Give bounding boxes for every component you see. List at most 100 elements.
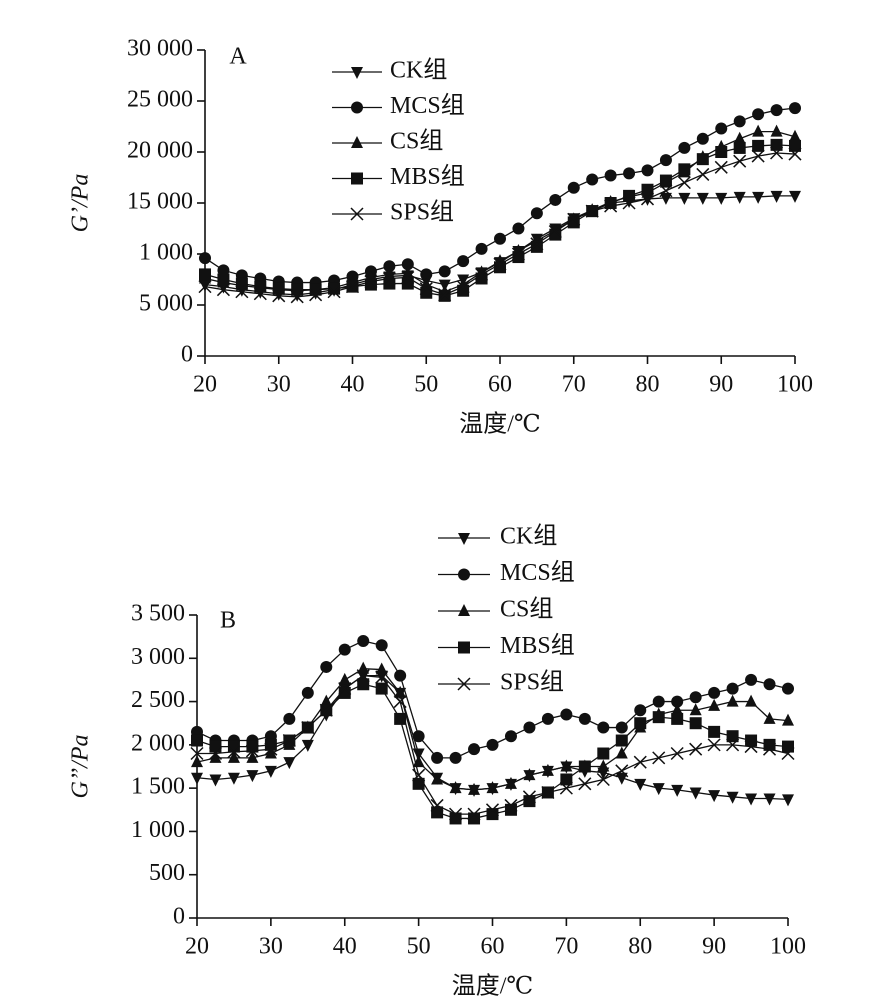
marker: [560, 708, 573, 721]
marker: [283, 712, 296, 725]
marker: [652, 751, 666, 765]
marker: [623, 167, 636, 180]
marker: [578, 712, 591, 725]
marker: [751, 149, 765, 163]
marker: [567, 212, 581, 226]
legend-marker: [350, 207, 364, 221]
marker: [715, 146, 728, 158]
marker: [493, 257, 507, 271]
marker: [789, 129, 801, 142]
marker: [375, 682, 388, 695]
y-tick-label: 30 000: [127, 36, 193, 62]
marker: [634, 704, 647, 717]
marker: [578, 777, 592, 791]
marker: [291, 283, 304, 296]
marker: [549, 228, 562, 241]
marker: [782, 713, 794, 726]
marker: [678, 192, 691, 205]
marker: [745, 694, 758, 707]
marker: [419, 282, 433, 296]
marker: [726, 791, 739, 804]
marker: [726, 730, 739, 743]
marker: [430, 798, 444, 812]
x-tick-label: 100: [770, 934, 806, 960]
marker: [726, 738, 740, 752]
marker: [560, 773, 573, 786]
marker: [659, 174, 672, 187]
marker: [715, 192, 728, 205]
marker: [615, 721, 628, 734]
marker: [745, 793, 758, 806]
marker: [671, 712, 684, 725]
marker: [394, 669, 407, 682]
marker: [652, 711, 665, 724]
axis-line: [196, 615, 788, 919]
marker: [671, 703, 684, 716]
marker: [530, 207, 543, 220]
marker: [597, 759, 610, 772]
marker: [494, 261, 506, 274]
x-tick-label: 30: [259, 934, 283, 960]
marker: [541, 763, 554, 776]
marker: [782, 794, 794, 807]
marker: [468, 782, 481, 795]
marker: [782, 682, 794, 695]
marker: [319, 703, 333, 717]
marker: [659, 184, 673, 198]
y-tick-label: 3 000: [131, 644, 185, 670]
marker: [208, 746, 222, 761]
marker: [246, 740, 259, 753]
marker: [733, 191, 746, 204]
marker: [560, 759, 573, 772]
marker: [752, 108, 765, 121]
marker: [770, 124, 783, 137]
marker: [264, 765, 277, 778]
legend-label: CK组: [390, 57, 447, 84]
marker: [356, 669, 370, 683]
legend-label: CK组: [500, 523, 557, 550]
marker: [708, 698, 721, 711]
marker: [245, 744, 259, 758]
marker: [198, 280, 212, 294]
marker: [227, 772, 240, 785]
marker: [752, 191, 765, 204]
marker: [745, 673, 758, 686]
x-tick-label: 70: [554, 934, 578, 960]
marker: [457, 255, 470, 268]
marker: [504, 730, 517, 743]
x-tick-label: 70: [562, 372, 586, 398]
marker: [689, 717, 702, 730]
marker: [770, 190, 783, 203]
x-tick-label: 40: [341, 372, 365, 398]
marker: [272, 282, 285, 295]
x-tick-label: 30: [267, 372, 291, 398]
marker: [283, 757, 296, 770]
marker: [449, 781, 462, 794]
marker: [190, 746, 204, 761]
marker: [640, 192, 655, 206]
marker: [486, 738, 499, 751]
marker: [253, 287, 267, 301]
legend-marker: [458, 533, 470, 545]
marker: [541, 712, 554, 725]
marker: [382, 271, 396, 286]
marker: [770, 146, 784, 160]
marker: [763, 742, 777, 756]
marker: [671, 695, 684, 708]
marker: [438, 265, 451, 278]
series-line: [204, 152, 796, 298]
marker: [327, 285, 341, 299]
marker: [338, 643, 351, 656]
marker: [320, 660, 333, 673]
marker: [394, 685, 407, 698]
marker: [548, 225, 562, 239]
marker: [523, 721, 536, 734]
marker: [689, 787, 702, 800]
x-tick-label: 50: [414, 372, 438, 398]
marker: [623, 189, 636, 202]
marker: [652, 695, 665, 708]
marker: [641, 183, 654, 196]
x-tick-label: 60: [481, 934, 505, 960]
x-tick-label: 50: [407, 934, 431, 960]
y-tick-label: 1 000: [131, 817, 185, 843]
